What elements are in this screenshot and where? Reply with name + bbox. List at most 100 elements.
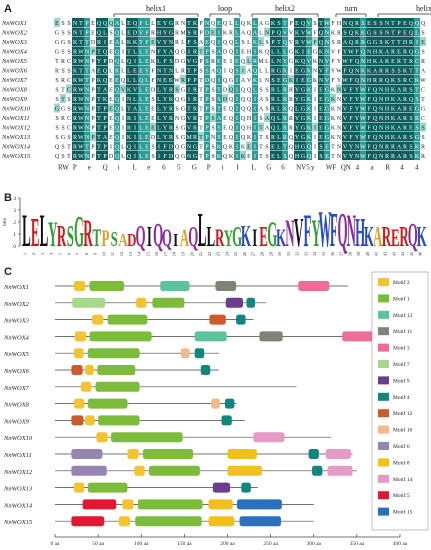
alignment-residue: Q	[103, 69, 108, 75]
alignment-residue: N	[361, 78, 366, 84]
alignment-residue: I	[122, 50, 124, 56]
alignment-cell	[276, 37, 282, 46]
alignment-residue: D	[151, 88, 156, 94]
alignment-residue: P	[205, 88, 209, 94]
alignment-cell	[294, 113, 300, 122]
alignment-cell	[402, 94, 408, 103]
alignment-cell	[390, 37, 396, 46]
alignment-cell	[318, 113, 324, 122]
alignment-cell	[318, 132, 324, 141]
alignment-residue: R	[283, 97, 287, 103]
alignment-residue: Q	[175, 154, 180, 160]
alignment-cell	[270, 46, 276, 56]
logo-letter: R	[382, 220, 392, 252]
alignment-residue: C	[415, 59, 419, 65]
logo-position-label: 38	[347, 252, 352, 256]
logo-position-label: 43	[391, 252, 396, 256]
alignment-residue: Q	[247, 88, 252, 94]
alignment-residue: R	[403, 107, 407, 113]
alignment-residue: N	[325, 40, 330, 46]
alignment-residue: Y	[163, 126, 168, 132]
alignment-cell	[102, 122, 108, 132]
alignment-residue: I	[314, 116, 316, 122]
alignment-residue: I	[218, 31, 220, 37]
alignment-residue: R	[403, 135, 407, 141]
motif-box	[73, 348, 84, 359]
alignment-residue: N	[337, 107, 342, 113]
alignment-residue: Q	[115, 107, 120, 113]
alignment-cell	[300, 37, 306, 46]
legend-swatch	[378, 343, 389, 352]
logo-letter: A	[180, 225, 189, 253]
alignment-cell	[312, 37, 318, 46]
alignment-cell	[252, 122, 258, 132]
logo-letter: F	[303, 206, 311, 256]
alignment-residue: F	[349, 78, 353, 84]
alignment-cell	[282, 122, 288, 132]
alignment-cell	[174, 84, 180, 94]
alignment-residue: D	[205, 31, 210, 37]
alignment-cell	[240, 151, 246, 160]
alignment-cell	[390, 56, 396, 65]
alignment-residue: N	[379, 154, 384, 160]
alignment-cell	[264, 27, 270, 37]
alignment-residue: M	[258, 59, 264, 65]
alignment-residue: E	[109, 126, 113, 132]
alignment-cell	[138, 56, 144, 65]
alignment-cell	[204, 122, 210, 132]
alignment-residue: P	[193, 69, 197, 75]
motif-box	[236, 499, 282, 510]
alignment-residue: K	[73, 69, 78, 75]
region-label-0: helix1	[146, 4, 166, 13]
alignment-cell	[270, 27, 276, 37]
logo-position-label: 33	[303, 252, 308, 256]
alignment-residue: R	[73, 59, 77, 65]
axis-tick-label: 50 aa	[92, 541, 104, 547]
alignment-cell	[384, 75, 390, 84]
axis-tick-label: 100 aa	[134, 541, 149, 547]
alignment-cell	[360, 141, 366, 151]
alignment-residue: Y	[163, 88, 168, 94]
alignment-cell	[414, 56, 420, 65]
alignment-residue: R	[211, 59, 215, 65]
legend-swatch	[378, 491, 389, 500]
alignment-cell	[366, 103, 372, 113]
alignment-cell	[402, 75, 408, 84]
motif-box	[122, 499, 134, 510]
alignment-cell	[282, 132, 288, 141]
alignment-cell	[204, 151, 210, 160]
alignment-residue: N	[337, 116, 342, 122]
alignment-residue: N	[325, 50, 330, 56]
consensus-residue: 4	[415, 164, 419, 172]
alignment-residue: F	[343, 69, 347, 75]
alignment-residue: D	[151, 135, 156, 141]
axis-tick-label: 350 aa	[350, 541, 365, 547]
alignment-residue: N	[85, 59, 90, 65]
alignment-residue: K	[385, 40, 390, 46]
alignment-cell	[342, 122, 348, 132]
alignment-residue: V	[187, 59, 192, 65]
alignment-cell	[168, 56, 174, 65]
alignment-residue: Q	[127, 154, 132, 160]
alignment-residue: H	[247, 126, 252, 132]
alignment-residue: A	[397, 107, 402, 113]
alignment-cell	[348, 132, 354, 141]
alignment-residue: I	[188, 50, 190, 56]
alignment-residue: Y	[355, 107, 360, 113]
alignment-residue: Q	[97, 31, 102, 37]
alignment-residue: Q	[223, 154, 228, 160]
alignment-cell	[342, 56, 348, 65]
motif-box	[194, 331, 227, 342]
alignment-cell	[384, 46, 390, 56]
alignment-residue: G	[289, 59, 294, 65]
alignment-cell	[372, 122, 378, 132]
alignment-residue: W	[324, 21, 330, 27]
alignment-residue: N	[367, 50, 372, 56]
motif-box	[298, 281, 330, 291]
panel-c-label: C	[4, 266, 12, 278]
alignment-residue: L	[133, 97, 137, 103]
motif-box	[215, 281, 237, 291]
alignment-cell	[342, 151, 348, 160]
logo-letter: Q	[188, 220, 198, 252]
alignment-cell	[306, 37, 312, 46]
